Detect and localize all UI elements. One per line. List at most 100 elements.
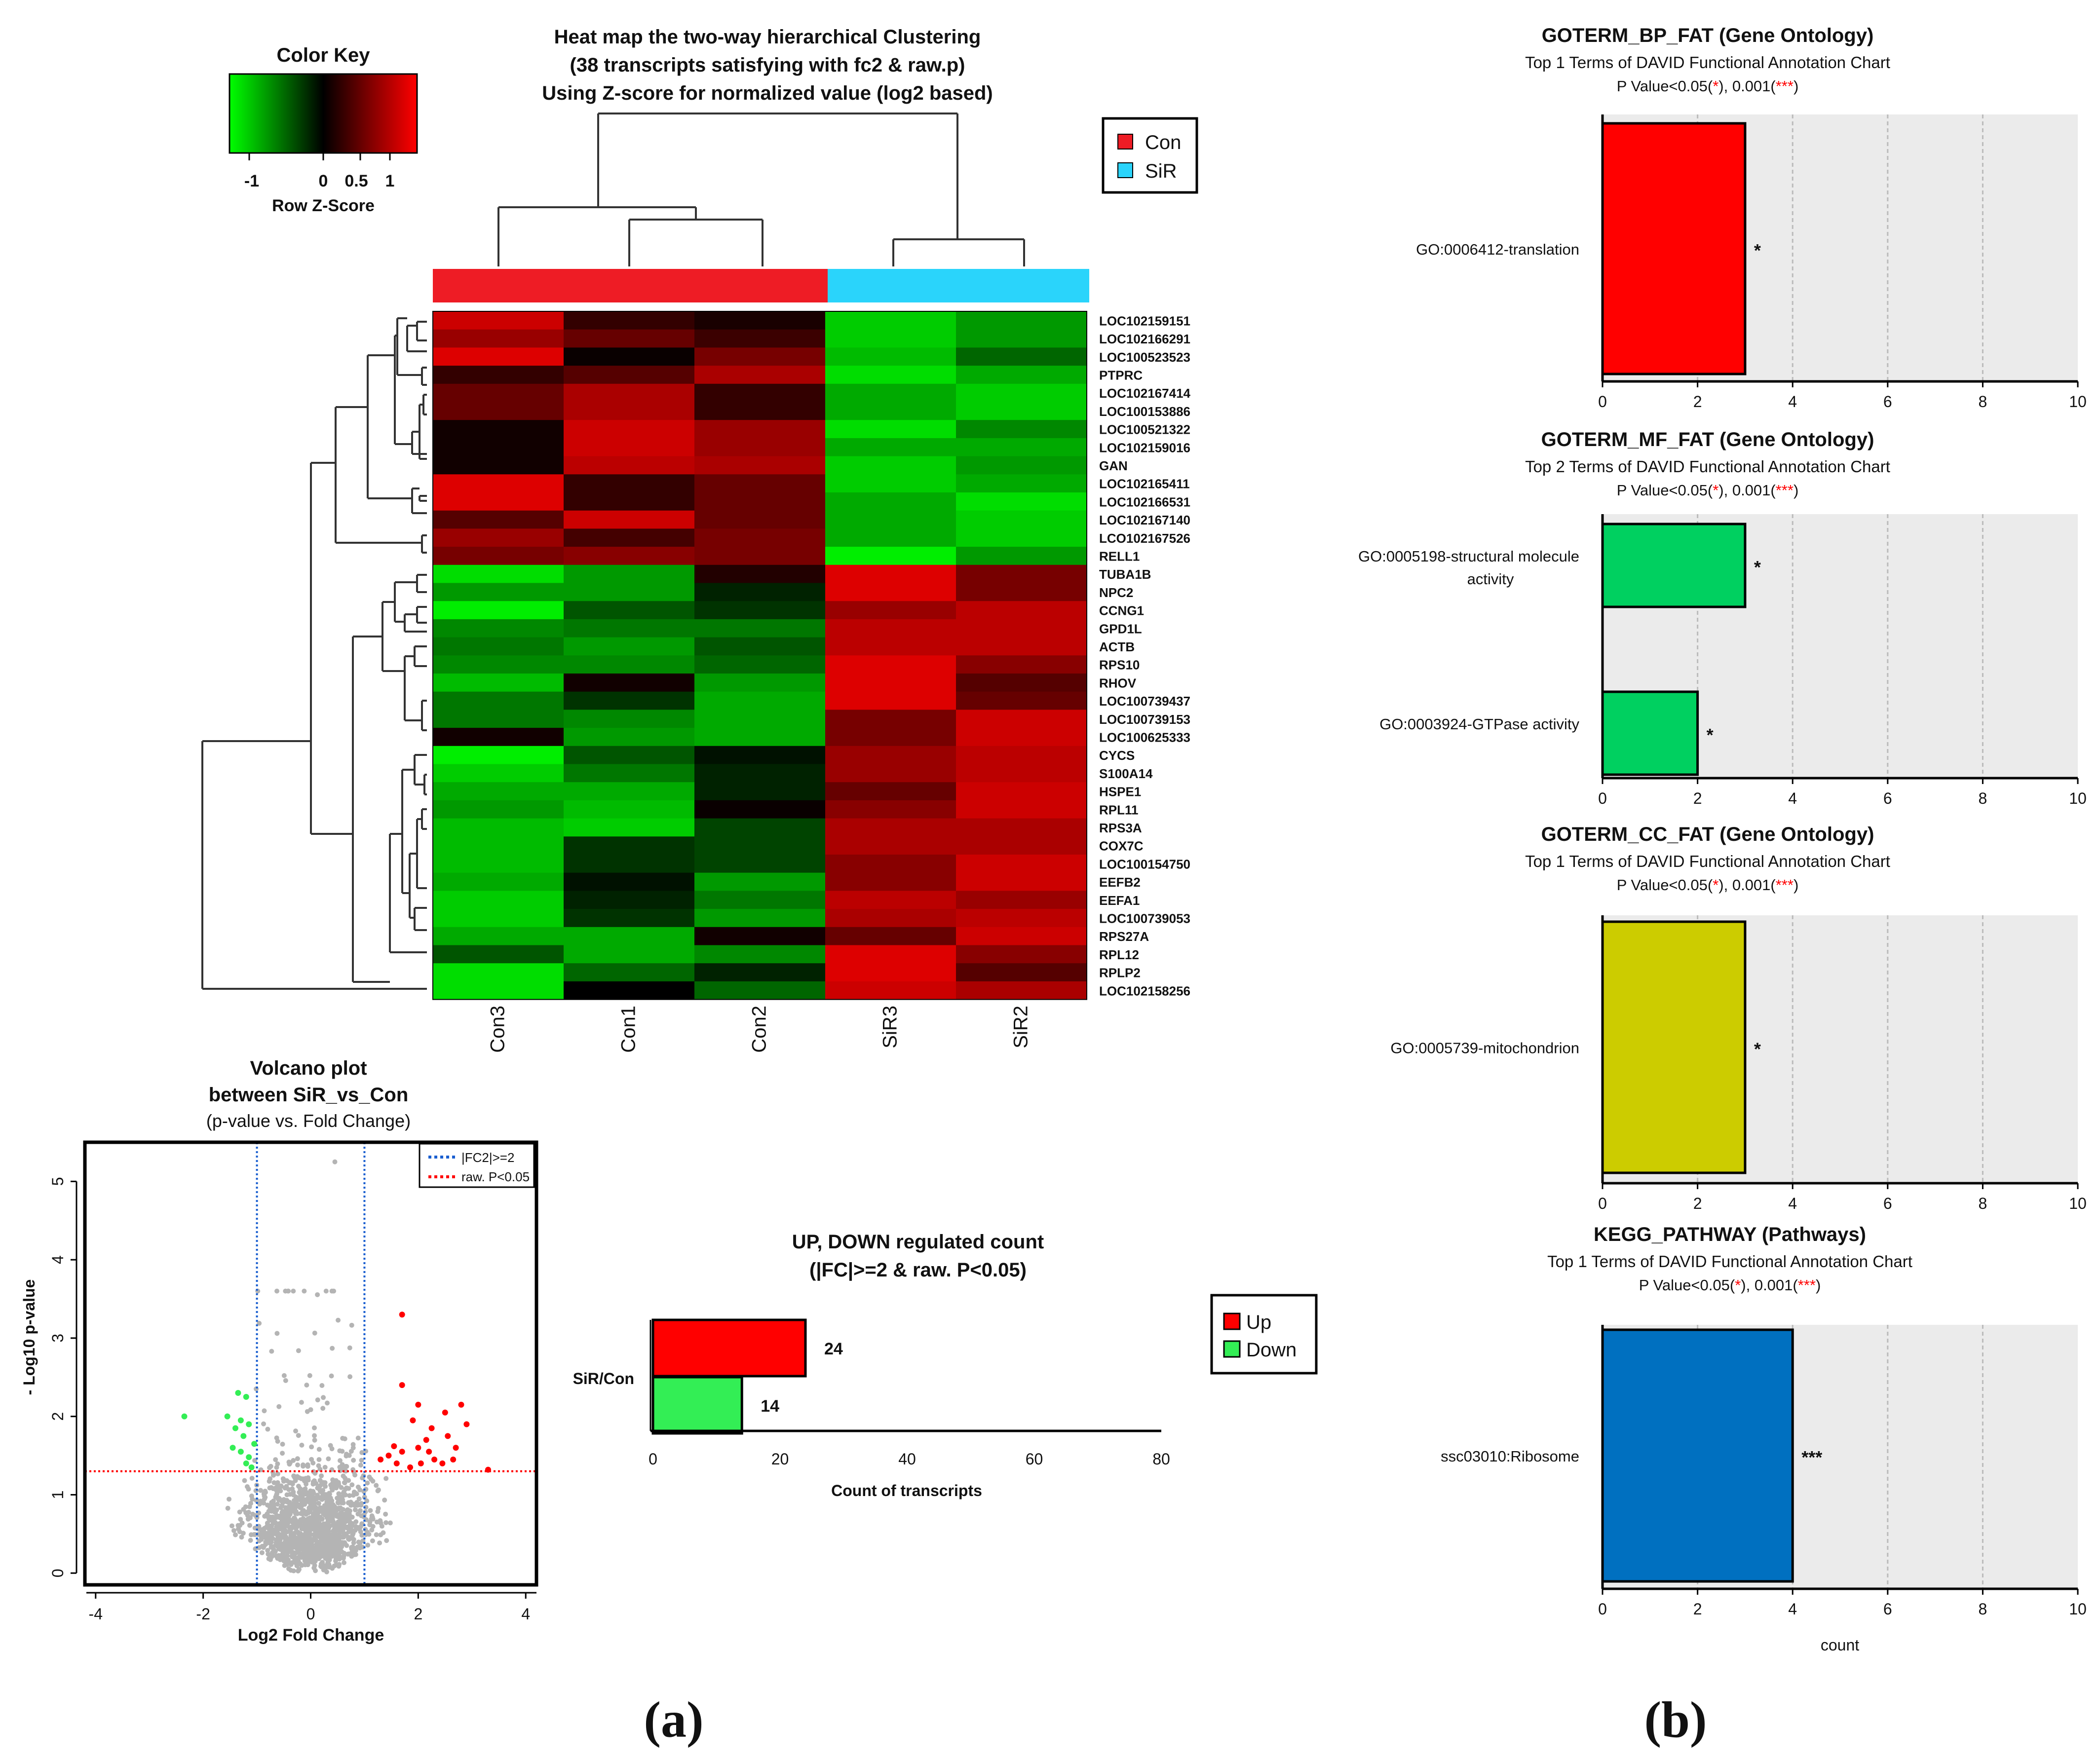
heatmap-cell <box>433 456 564 475</box>
volcano-point-ns <box>309 1557 314 1563</box>
david-bar <box>1601 1328 1794 1583</box>
heatmap-cell <box>956 311 1087 330</box>
pvalue-star: *** <box>1776 77 1794 95</box>
volcano-point-up <box>407 1464 414 1470</box>
volcano-point-up <box>423 1437 429 1443</box>
volcano-point-down <box>181 1413 188 1420</box>
volcano-point-ns <box>346 1529 351 1535</box>
pvalue-text: P Value<0.05( <box>1617 482 1713 499</box>
david-panel: KEGG_PATHWAY (Pathways) Top 1 Terms of DA… <box>1441 1224 2087 1654</box>
volcano-point-ns <box>370 1478 376 1484</box>
volcano-point-ns <box>336 1546 341 1551</box>
volcano-point-ns <box>319 1508 324 1513</box>
volcano-point-ns <box>271 1480 277 1485</box>
volcano-point-ns <box>287 1511 292 1516</box>
heatmap-row-label: LOC100739153 <box>1099 712 1190 727</box>
volcano-frame <box>83 1140 538 1587</box>
heatmap-cell <box>433 311 564 330</box>
david-x-tick-label: 4 <box>1788 1195 1797 1212</box>
volcano-point-ns <box>303 1538 308 1544</box>
david-x-tick-label: 6 <box>1883 393 1892 411</box>
heatmap-cell <box>956 564 1087 583</box>
david-x-label: count <box>1821 1636 1859 1654</box>
volcano-point-ns <box>280 1554 286 1559</box>
heatmap-cell <box>433 619 564 638</box>
volcano-point-ns <box>294 1498 300 1503</box>
volcano-point-ns <box>267 1517 272 1523</box>
heatmap-cell <box>694 420 826 439</box>
updown-legend-swatch-down <box>1223 1340 1241 1358</box>
volcano-point-ns <box>312 1478 317 1484</box>
volcano-point-ns <box>336 1564 342 1569</box>
heatmap-cell <box>564 710 695 728</box>
heatmap-cell <box>956 383 1087 402</box>
heatmap-cell <box>433 674 564 692</box>
volcano-point-ns <box>320 1531 326 1536</box>
volcano-point-ns <box>334 1527 340 1533</box>
volcano-point-ns <box>375 1488 381 1494</box>
volcano-point-ns <box>249 1493 254 1499</box>
group-legend-swatch-sir <box>1117 162 1133 178</box>
heatmap-column-label: Con1 <box>618 1006 640 1053</box>
heatmap-cell <box>956 456 1087 475</box>
heatmap-cell <box>825 311 956 330</box>
heatmap-row-label: LOC102165411 <box>1099 477 1190 491</box>
heatmap-column-label: Con2 <box>749 1006 770 1053</box>
volcano-point-ns <box>340 1507 345 1512</box>
heatmap-row-label: LOC100625333 <box>1099 730 1190 745</box>
heatmap-cell <box>694 528 826 547</box>
heatmap-cell <box>825 891 956 909</box>
volcano-point-ns <box>246 1509 251 1515</box>
volcano-point-ns <box>370 1538 375 1543</box>
volcano-point-ns <box>335 1496 340 1501</box>
heatmap-row-labels: LOC102159151 LOC102166291 LOC100523523 PTPR… <box>1099 313 1191 998</box>
volcano-point-ns <box>329 1485 335 1491</box>
volcano-point-ns <box>329 1288 335 1294</box>
volcano-point-ns <box>281 1479 286 1484</box>
volcano-point-ns <box>323 1288 329 1294</box>
volcano-point-down <box>243 1393 249 1400</box>
volcano-point-up <box>399 1311 405 1318</box>
heatmap-cell <box>433 564 564 583</box>
heatmap-cell <box>825 927 956 945</box>
volcano-point-ns <box>248 1537 253 1543</box>
heatmap-cell <box>564 927 695 945</box>
volcano-point-ns <box>284 1562 290 1567</box>
heatmap-cell <box>825 637 956 656</box>
updown-title-line-1: UP, DOWN regulated count <box>792 1231 1044 1253</box>
heatmap-cell <box>694 583 826 601</box>
volcano-point-ns <box>295 1462 301 1468</box>
updown-title-line-2: (|FC|>=2 & raw. P<0.05) <box>809 1259 1027 1281</box>
volcano-point-ns <box>337 1539 343 1545</box>
volcano-point-ns <box>312 1537 318 1542</box>
volcano-point-ns <box>237 1509 242 1515</box>
color-key-ticks: -1 0 0.5 1 <box>244 153 394 190</box>
updown-legend-swatch-up <box>1223 1312 1241 1330</box>
david-x-tick-label: 10 <box>2069 789 2087 807</box>
volcano-point-ns <box>239 1520 245 1526</box>
heatmap-row-label: COX7C <box>1099 839 1144 854</box>
volcano-point-ns <box>323 1504 329 1509</box>
heatmap-cell <box>825 366 956 384</box>
volcano-point-ns <box>339 1526 344 1532</box>
heatmap-cell <box>433 855 564 873</box>
volcano-point-down <box>248 1464 255 1470</box>
volcano-point-ns <box>273 1515 279 1520</box>
heatmap-cell <box>564 981 695 1000</box>
heatmap-cell <box>694 492 826 511</box>
heatmap-cell <box>694 564 826 583</box>
david-bar-significance: * <box>1754 557 1761 577</box>
volcano-point-ns <box>261 1500 267 1506</box>
heatmap-cell <box>433 872 564 891</box>
volcano-point-ns <box>271 1504 276 1510</box>
volcano-point-ns <box>347 1493 352 1499</box>
volcano-point-ns <box>273 1540 279 1545</box>
volcano-point-ns <box>302 1288 307 1294</box>
volcano-point-ns <box>304 1490 309 1495</box>
volcano-point-ns <box>261 1421 267 1426</box>
david-x-tick-label: 4 <box>1788 393 1797 411</box>
volcano-point-ns <box>233 1532 238 1537</box>
heatmap-cell <box>956 492 1087 511</box>
volcano-point-ns <box>305 1543 310 1549</box>
david-bar-significance: * <box>1754 1039 1761 1059</box>
